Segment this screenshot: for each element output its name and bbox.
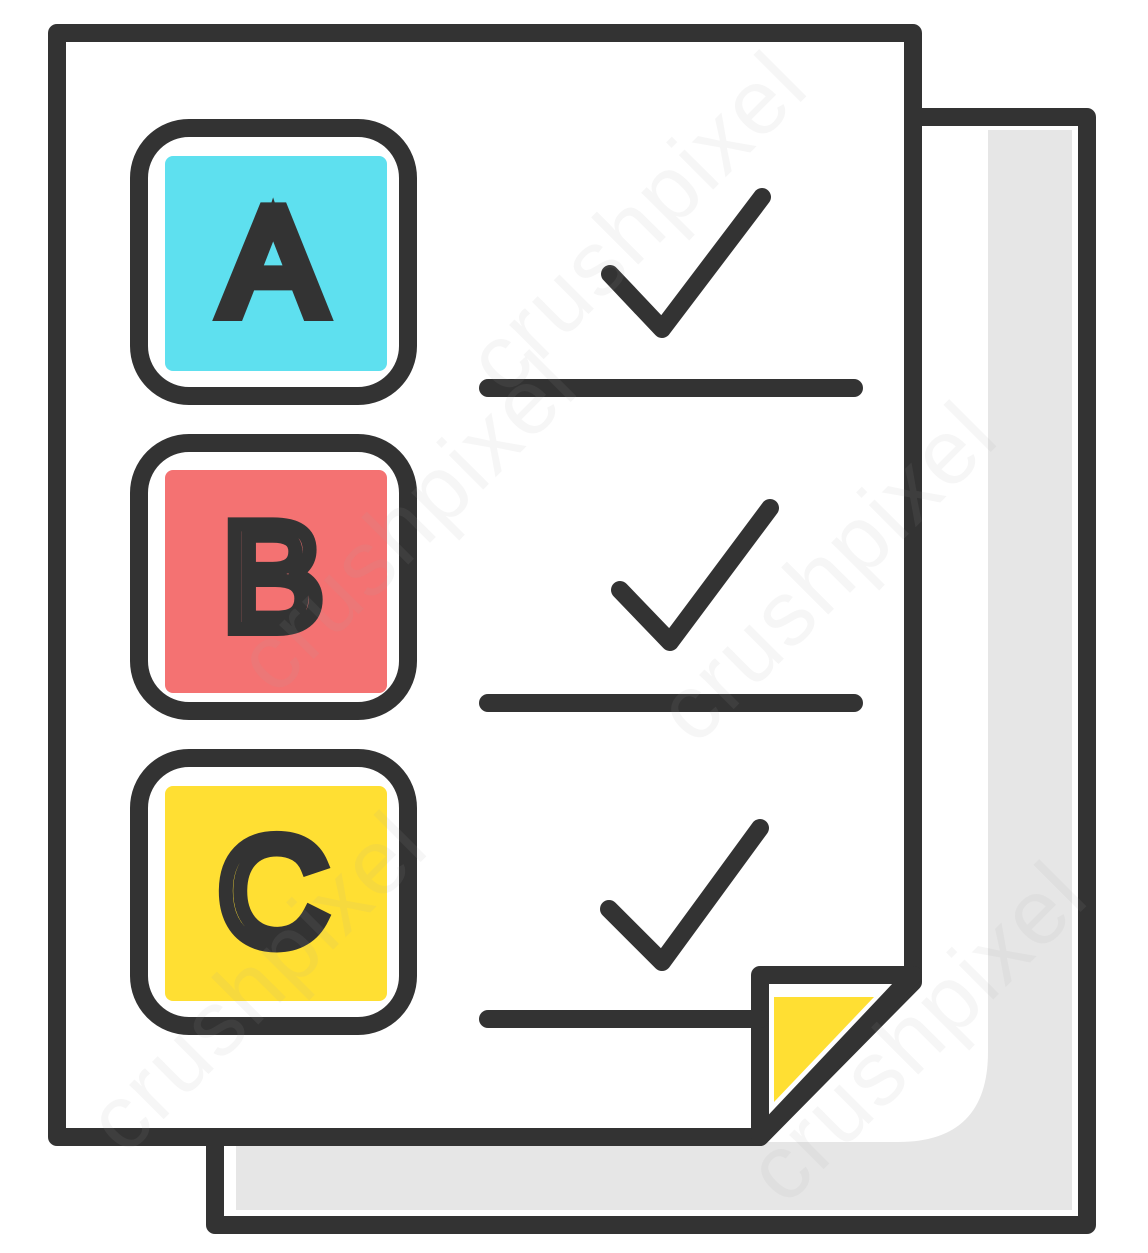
- checkmark-icon: [600, 819, 769, 971]
- option-letter-b: B: [222, 492, 323, 662]
- option-a: A: [130, 119, 863, 405]
- option-c: C: [130, 749, 769, 1035]
- checkmark-icon: [601, 188, 771, 338]
- option-letter-a: A: [222, 177, 324, 347]
- checkmark-icon: [611, 499, 779, 651]
- option-b: B: [130, 434, 863, 720]
- option-letter-c: C: [218, 807, 328, 977]
